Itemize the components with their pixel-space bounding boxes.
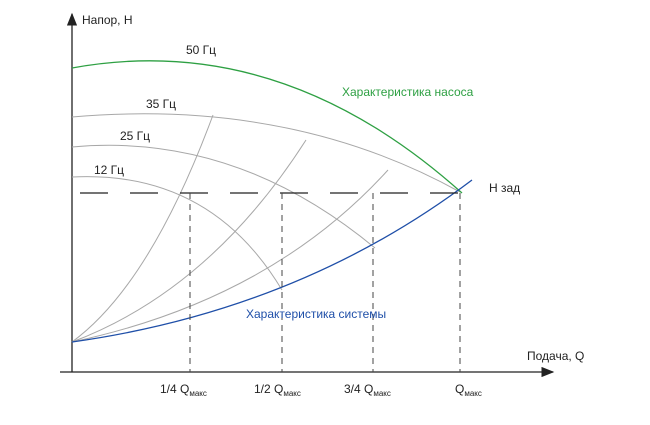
label-12hz: 12 Гц: [94, 163, 124, 177]
fan-curve-3: [71, 169, 389, 343]
system-curve: [71, 179, 473, 343]
tick-quarter: 1/4 Qмакс: [160, 382, 207, 398]
fan-curve-2: [71, 139, 307, 343]
label-pump-characteristic: Характеристика насоса: [342, 85, 474, 99]
pump-curve-25: [71, 144, 376, 249]
pump-curve-12: [71, 176, 283, 291]
y-axis-label: Напор, H: [82, 13, 133, 27]
fan-curve-1: [71, 114, 214, 343]
tick-three-quarter: 3/4 Qмакс: [344, 382, 391, 398]
pump-curve-50: [71, 60, 463, 194]
label-35hz: 35 Гц: [146, 97, 176, 111]
tick-half: 1/2 Qмакс: [254, 382, 301, 398]
label-25hz: 25 Гц: [120, 129, 150, 143]
x-axis-label: Подача, Q: [527, 349, 584, 363]
label-system-characteristic: Характеристика системы: [246, 307, 386, 321]
tick-max: Qмакс: [455, 382, 482, 398]
pump-curve-35: [71, 113, 461, 193]
label-50hz: 50 Гц: [186, 43, 216, 57]
label-h-required: H зад: [489, 181, 520, 195]
